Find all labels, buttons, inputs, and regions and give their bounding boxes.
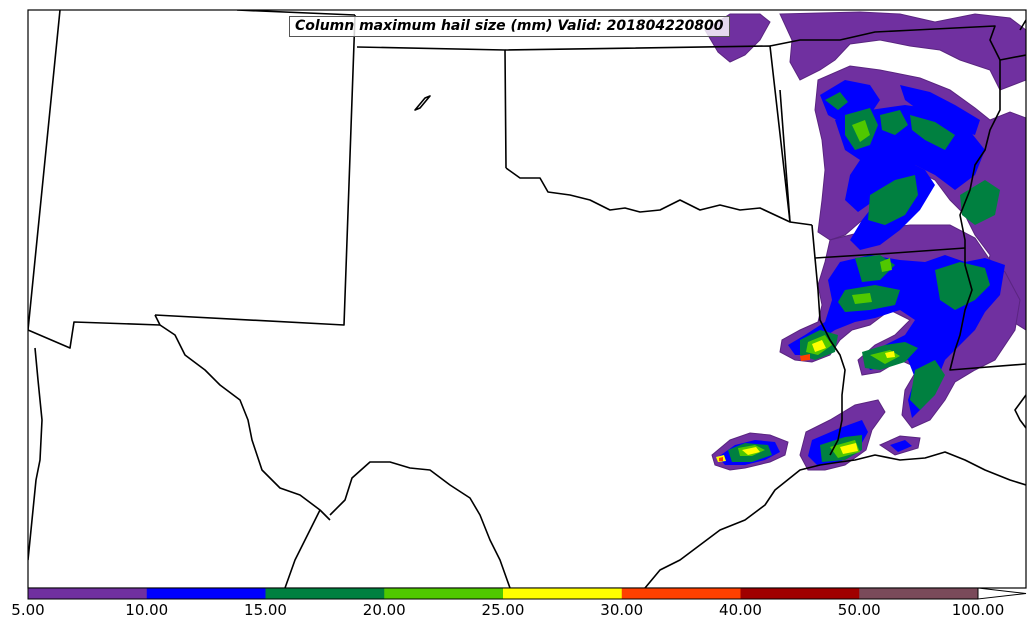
colorbar-tick-label: 30.00 <box>600 601 644 619</box>
colorbar-segment <box>265 588 385 599</box>
colorbar-segment <box>28 588 148 599</box>
colorbar-tick-label: 15.00 <box>244 601 287 619</box>
colorbar-segment <box>146 588 266 599</box>
hail-contours-30mm <box>719 354 810 461</box>
colorbar-segment <box>503 588 623 599</box>
map-title: Column maximum hail size (mm) Valid: 201… <box>289 16 730 37</box>
colorbar-tick-label: 5.00 <box>11 601 45 619</box>
colorbar-tick-label: 10.00 <box>125 601 169 619</box>
colorbar-tick-label: 40.00 <box>719 601 762 619</box>
colorbar-segment <box>621 588 741 599</box>
colorbar-tick-label: 50.00 <box>837 601 881 619</box>
colorbar-tick-label: 20.00 <box>362 601 406 619</box>
state-boundaries <box>28 10 1026 588</box>
colorbar-segment <box>384 588 504 599</box>
colorbar-segment <box>859 588 979 599</box>
colorbar-tick-label: 25.00 <box>481 601 525 619</box>
colorbar-tick-label: 100.00 <box>951 601 1005 619</box>
colorbar <box>27 587 1027 600</box>
colorbar-extend-arrow <box>977 587 1027 600</box>
hail-contours-25mm <box>716 340 895 462</box>
colorbar-segment <box>740 588 860 599</box>
